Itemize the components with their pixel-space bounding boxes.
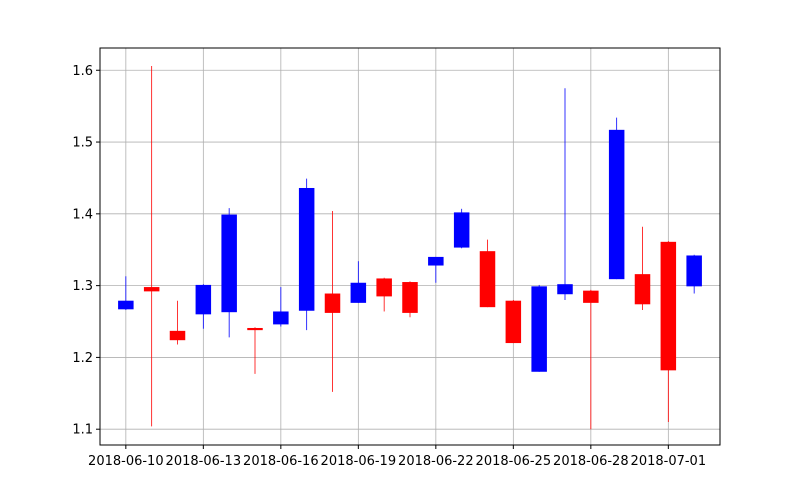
candle-body-up: [350, 282, 367, 303]
candle-body-up: [453, 212, 470, 248]
candle-body-down: [324, 293, 341, 313]
candle-body-up: [221, 214, 237, 313]
x-axis-tick-labels: 2018-06-10 2018-06-13 2018-06-16 2018-06-19…: [88, 454, 706, 469]
y-tick-label: 1.4: [72, 207, 93, 222]
y-tick-label: 1.5: [72, 136, 93, 151]
plot-frame: [99, 47, 721, 446]
candle-body-up: [195, 284, 212, 315]
plot-background: [100, 48, 720, 445]
x-tick-label: 2018-06-16: [243, 454, 319, 469]
x-tick-label: 2018-06-25: [476, 454, 552, 469]
y-tick-label: 1.2: [72, 351, 93, 366]
y-tick-label: 1.1: [72, 423, 93, 438]
candle-body-down: [376, 278, 392, 297]
candle-body-up: [428, 256, 444, 266]
candle-body-down: [505, 300, 522, 344]
candle-body-up: [686, 255, 702, 287]
axis-ticks: [96, 69, 669, 449]
candle-body-up: [298, 187, 315, 311]
candle-body-down: [479, 251, 496, 308]
x-tick-label: 2018-06-28: [553, 454, 629, 469]
candle-body-down: [169, 330, 186, 341]
candle-body-down: [247, 327, 263, 331]
candle-body-down: [143, 287, 160, 292]
candle-body-up: [531, 286, 547, 372]
x-tick-label: 2018-06-19: [321, 454, 397, 469]
candle-body-down: [583, 290, 599, 303]
candle-body-up: [557, 284, 573, 295]
candle-body-up: [608, 129, 625, 280]
candle-body-up: [118, 300, 134, 310]
x-tick-label: 2018-06-22: [398, 454, 474, 469]
x-tick-label: 2018-07-01: [631, 454, 707, 469]
candle-body-down: [660, 241, 677, 371]
candle-body-down: [634, 274, 651, 305]
x-tick-label: 2018-06-10: [88, 454, 164, 469]
y-axis-tick-labels: 1.1 1.2 1.3 1.4 1.5 1.6: [72, 64, 93, 438]
candle-body-up: [273, 311, 289, 325]
x-tick-label: 2018-06-13: [166, 454, 242, 469]
candle-body-down: [402, 282, 418, 313]
candle-bodies: [118, 129, 702, 372]
y-tick-label: 1.6: [72, 64, 93, 79]
y-tick-label: 1.3: [72, 279, 93, 294]
